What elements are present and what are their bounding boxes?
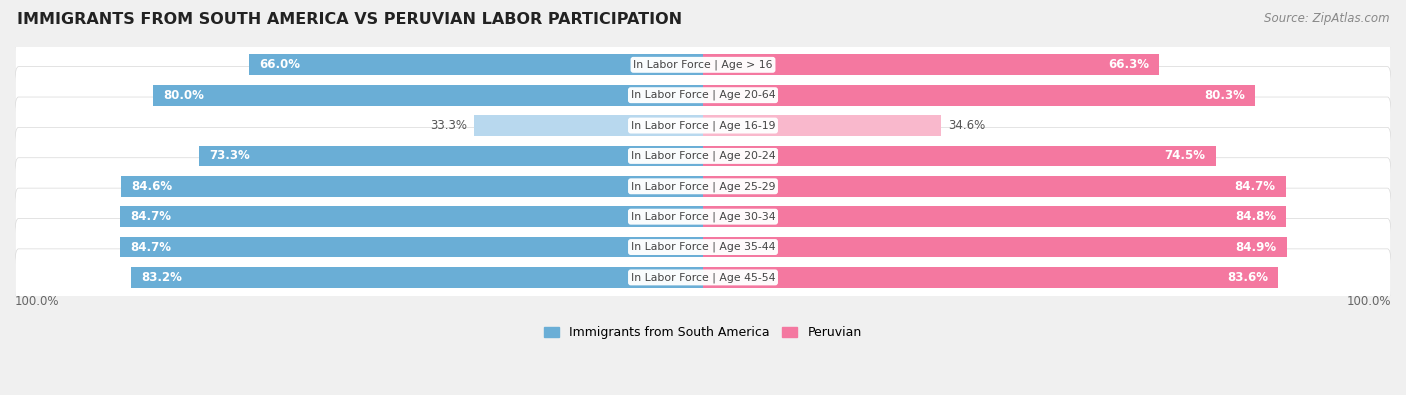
Bar [703, 267, 1278, 288]
Bar [131, 267, 703, 288]
Text: 84.6%: 84.6% [131, 180, 173, 193]
Text: In Labor Force | Age 35-44: In Labor Force | Age 35-44 [631, 242, 775, 252]
Text: In Labor Force | Age 45-54: In Labor Force | Age 45-54 [631, 272, 775, 283]
Text: In Labor Force | Age > 16: In Labor Force | Age > 16 [633, 60, 773, 70]
Text: 84.7%: 84.7% [131, 210, 172, 223]
Text: In Labor Force | Age 16-19: In Labor Force | Age 16-19 [631, 120, 775, 131]
Legend: Immigrants from South America, Peruvian: Immigrants from South America, Peruvian [540, 321, 866, 344]
Text: 84.8%: 84.8% [1234, 210, 1277, 223]
FancyBboxPatch shape [15, 67, 1391, 124]
FancyBboxPatch shape [15, 188, 1391, 245]
Text: 80.3%: 80.3% [1205, 89, 1246, 102]
Bar [249, 55, 703, 75]
FancyBboxPatch shape [15, 36, 1391, 93]
Text: 33.3%: 33.3% [430, 119, 467, 132]
Text: 84.9%: 84.9% [1236, 241, 1277, 254]
Bar [703, 55, 1159, 75]
Text: Source: ZipAtlas.com: Source: ZipAtlas.com [1264, 12, 1389, 25]
Text: 74.5%: 74.5% [1164, 149, 1205, 162]
Text: 83.2%: 83.2% [141, 271, 181, 284]
Bar [703, 237, 1286, 258]
Bar [703, 206, 1286, 227]
FancyBboxPatch shape [15, 127, 1391, 184]
Text: IMMIGRANTS FROM SOUTH AMERICA VS PERUVIAN LABOR PARTICIPATION: IMMIGRANTS FROM SOUTH AMERICA VS PERUVIA… [17, 12, 682, 27]
Bar [198, 146, 703, 166]
Text: 100.0%: 100.0% [15, 295, 59, 308]
Bar [153, 85, 703, 105]
Text: 73.3%: 73.3% [209, 149, 250, 162]
Text: In Labor Force | Age 20-64: In Labor Force | Age 20-64 [631, 90, 775, 100]
Text: In Labor Force | Age 20-24: In Labor Force | Age 20-24 [631, 150, 775, 161]
Bar [703, 146, 1216, 166]
Text: In Labor Force | Age 25-29: In Labor Force | Age 25-29 [631, 181, 775, 192]
Bar [121, 176, 703, 197]
Text: 66.0%: 66.0% [259, 58, 301, 71]
Bar [121, 237, 703, 258]
Bar [474, 115, 703, 136]
Bar [703, 176, 1285, 197]
FancyBboxPatch shape [15, 249, 1391, 306]
Bar [703, 115, 941, 136]
Text: 66.3%: 66.3% [1108, 58, 1149, 71]
FancyBboxPatch shape [15, 218, 1391, 276]
Text: 100.0%: 100.0% [1347, 295, 1391, 308]
Text: 34.6%: 34.6% [948, 119, 986, 132]
FancyBboxPatch shape [15, 97, 1391, 154]
Text: 80.0%: 80.0% [163, 89, 204, 102]
FancyBboxPatch shape [15, 158, 1391, 215]
Text: 84.7%: 84.7% [1234, 180, 1275, 193]
Bar [121, 206, 703, 227]
Text: 83.6%: 83.6% [1227, 271, 1268, 284]
Text: 84.7%: 84.7% [131, 241, 172, 254]
Bar [703, 85, 1256, 105]
Text: In Labor Force | Age 30-34: In Labor Force | Age 30-34 [631, 211, 775, 222]
